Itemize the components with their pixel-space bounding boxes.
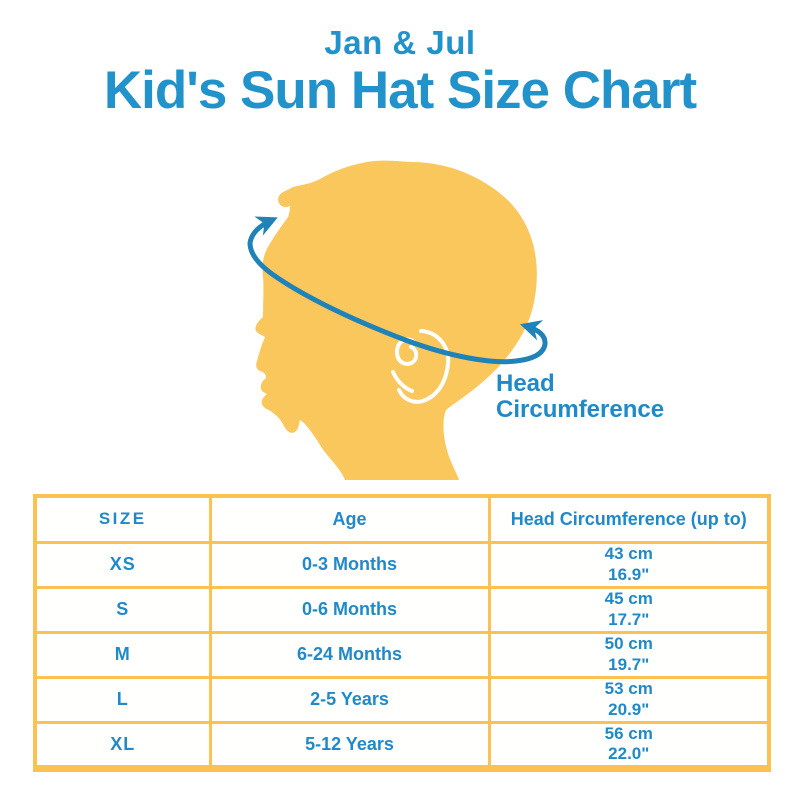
circumference-cm: 53 cm bbox=[604, 678, 653, 698]
size-cell: L bbox=[33, 675, 212, 724]
circumference-inch: 22.0" bbox=[608, 744, 650, 764]
col-header-age: Age bbox=[208, 494, 491, 544]
circumference-cell: 53 cm 20.9" bbox=[487, 675, 771, 724]
table-row-s: S 0-6 Months 45 cm 17.7" bbox=[33, 585, 771, 634]
size-cell: M bbox=[33, 630, 212, 679]
measurement-arrow bbox=[247, 216, 548, 365]
circumference-cell: 56 cm 22.0" bbox=[487, 720, 771, 770]
head-silhouette bbox=[255, 160, 537, 480]
size-chart: SIZE Age Head Circumference (up to) XS 0… bbox=[33, 494, 771, 772]
table-row-m: M 6-24 Months 50 cm 19.7" bbox=[33, 630, 771, 679]
circumference-inch: 17.7" bbox=[608, 609, 650, 629]
head-circumference-label: Head Circumference bbox=[496, 370, 665, 424]
circumference-inch: 19.7" bbox=[608, 654, 650, 674]
age-cell: 2-5 Years bbox=[208, 675, 491, 724]
page-title: Kid's Sun Hat Size Chart bbox=[103, 61, 697, 120]
circumference-inch: 16.9" bbox=[608, 564, 650, 584]
table-row-xl: XL 5-12 Years 56 cm 22.0" bbox=[33, 720, 771, 770]
size-cell: S bbox=[33, 585, 212, 634]
size-chart-table: SIZE Age Head Circumference (up to) XS 0… bbox=[33, 494, 771, 772]
size-cell: XL bbox=[33, 720, 212, 770]
col-header-size: SIZE bbox=[33, 494, 212, 544]
size-cell: XS bbox=[33, 540, 212, 589]
arrow-curve bbox=[247, 216, 548, 365]
circumference-cm: 45 cm bbox=[604, 588, 653, 608]
circumference-cm: 56 cm bbox=[604, 723, 653, 743]
table-row-l: L 2-5 Years 53 cm 20.9" bbox=[33, 675, 771, 724]
circumference-cell: 43 cm 16.9" bbox=[487, 540, 771, 589]
circumference-cm: 43 cm bbox=[604, 543, 653, 563]
circumference-cm: 50 cm bbox=[604, 633, 653, 653]
age-cell: 0-6 Months bbox=[208, 585, 491, 634]
circumference-cell: 45 cm 17.7" bbox=[487, 585, 771, 634]
age-cell: 0-3 Months bbox=[208, 540, 491, 589]
brand-text: Jan & Jul bbox=[324, 24, 476, 61]
age-cell: 5-12 Years bbox=[208, 720, 491, 770]
table-row-xs: XS 0-3 Months 43 cm 16.9" bbox=[33, 540, 771, 589]
col-header-circumference: Head Circumference (up to) bbox=[487, 494, 771, 544]
circumference-cell: 50 cm 19.7" bbox=[487, 630, 771, 679]
age-cell: 6-24 Months bbox=[208, 630, 491, 679]
head-illustration bbox=[247, 160, 548, 480]
table-header-row: SIZE Age Head Circumference (up to) bbox=[33, 494, 771, 544]
circumference-inch: 20.9" bbox=[608, 699, 650, 719]
